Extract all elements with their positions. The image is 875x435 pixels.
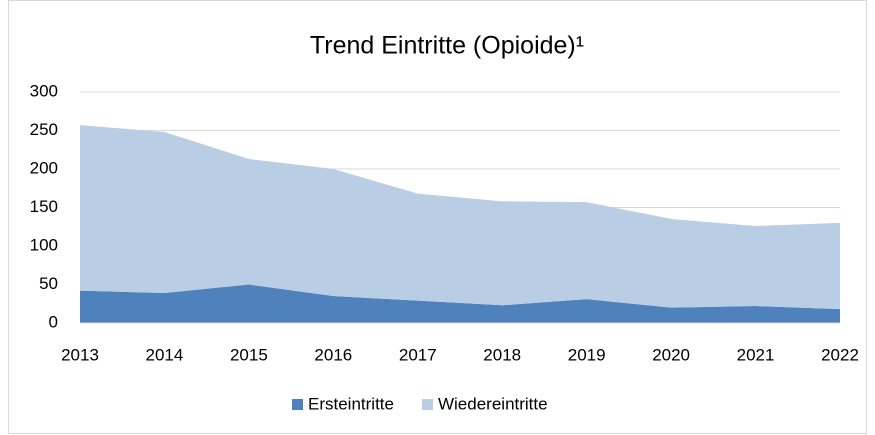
x-tick-label: 2017 [399, 345, 437, 364]
x-tick-label: 2019 [568, 345, 606, 364]
legend-label: Wiedereintritte [438, 394, 548, 413]
x-tick-label: 2021 [737, 345, 775, 364]
x-tick-label: 2020 [652, 345, 690, 364]
y-tick-label: 250 [30, 120, 58, 139]
y-tick-label: 50 [39, 274, 58, 293]
x-tick-label: 2016 [314, 345, 352, 364]
legend-swatch [421, 399, 433, 410]
legend-label: Ersteintritte [308, 394, 394, 413]
chart-title: Trend Eintritte (Opioide)¹ [310, 32, 584, 60]
area [80, 284, 840, 323]
legend-swatch [292, 399, 303, 410]
x-tick-label: 2014 [146, 345, 184, 364]
y-tick-label: 100 [30, 235, 58, 254]
y-tick-label: 150 [30, 197, 58, 216]
y-tick-label: 0 [49, 312, 58, 331]
y-tick-label: 200 [30, 158, 58, 177]
x-tick-label: 2015 [230, 345, 268, 364]
x-tick-label: 2013 [61, 345, 99, 364]
area [80, 125, 840, 310]
x-tick-label: 2022 [821, 345, 859, 364]
y-tick-label: 300 [30, 81, 58, 100]
x-tick-label: 2018 [483, 345, 521, 364]
